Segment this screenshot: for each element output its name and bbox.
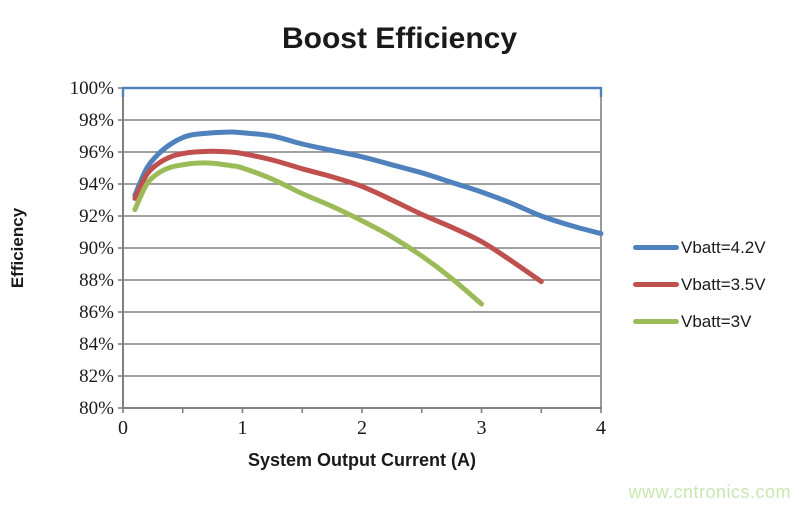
x-tick-label: 3 <box>477 417 487 439</box>
legend-label-vbatt-3v: Vbatt=3V <box>681 311 752 331</box>
legend-swatch-blue-line <box>633 245 679 250</box>
y-tick-label: 100% <box>70 78 115 99</box>
series-line-vbatt-3-5v <box>132 148 544 285</box>
legend-item-vbatt-4-2v: Vbatt=4.2V <box>633 238 766 257</box>
y-tick-label: 94% <box>79 174 114 195</box>
legend-item-vbatt-3v: Vbatt=3V <box>633 312 766 331</box>
watermark-cntronics: www.cntronics.com <box>628 482 791 502</box>
legend-swatch-red-line <box>633 282 679 287</box>
legend-label-vbatt-3-5v: Vbatt=3.5V <box>681 274 766 294</box>
y-tick-label: 98% <box>79 110 114 131</box>
x-tick-labels: 0 1 2 3 4 <box>118 417 606 439</box>
y-tick-label: 92% <box>79 206 114 227</box>
x-tick-label: 2 <box>357 417 367 439</box>
y-tick-label: 86% <box>79 302 114 323</box>
legend-label-vbatt-4-2v: Vbatt=4.2V <box>681 237 766 257</box>
y-tick-label: 84% <box>79 334 114 355</box>
y-tick-label: 80% <box>79 398 114 419</box>
series-line-vbatt-4-2v <box>132 129 604 237</box>
y-tick-labels: 100% 98% 96% 94% 92% 90% 88% 86% 84% 82% 80% <box>70 78 115 419</box>
y-tick-label: 96% <box>79 142 114 163</box>
legend: Vbatt=4.2V Vbatt=3.5V Vbatt=3V <box>633 238 766 349</box>
chart-title: Boost Efficiency <box>281 22 518 55</box>
plot-top-border <box>121 86 603 97</box>
x-tick-label: 4 <box>596 417 606 439</box>
y-axis-title: Efficiency <box>8 207 27 289</box>
y-tick-label: 88% <box>79 270 114 291</box>
x-tick-label: 1 <box>238 417 248 439</box>
tick-marks <box>118 87 602 413</box>
legend-item-vbatt-3-5v: Vbatt=3.5V <box>633 275 766 294</box>
x-tick-label: 0 <box>118 417 128 439</box>
y-tick-label: 82% <box>79 366 114 387</box>
y-tick-label: 90% <box>79 238 114 259</box>
legend-swatch-green-line <box>633 319 679 324</box>
x-axis-title: System Output Current (A) <box>247 450 476 470</box>
series-line-vbatt-3v <box>132 160 484 307</box>
